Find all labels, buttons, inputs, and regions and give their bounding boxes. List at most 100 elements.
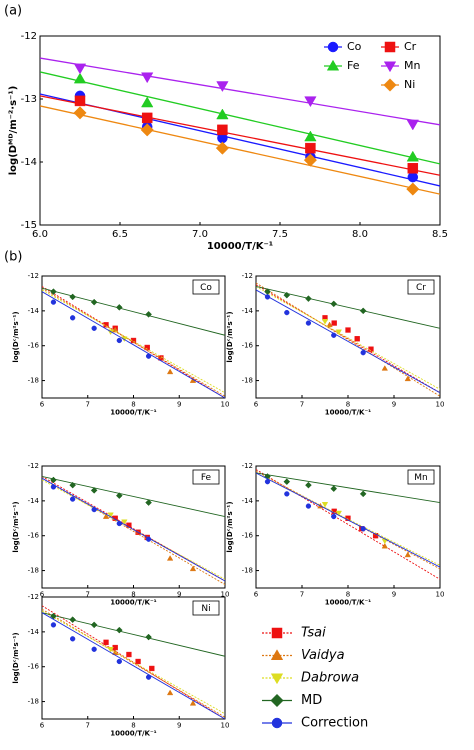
data-point (331, 320, 337, 326)
series (256, 472, 440, 568)
data-point (70, 636, 76, 642)
series (40, 90, 440, 187)
data-point (145, 353, 152, 359)
x-tick-label: 9 (177, 590, 181, 598)
data-point (116, 520, 122, 527)
data-point (141, 72, 154, 84)
fit-line (42, 477, 225, 585)
data-point (335, 510, 342, 517)
data-point (74, 95, 86, 107)
data-point (321, 319, 329, 325)
x-tick-label: 8 (131, 721, 135, 729)
legend-marker (270, 673, 284, 685)
legend-label: Fe (347, 59, 360, 72)
x-tick-label: 8 (346, 400, 350, 408)
y-tick-label: -14 (21, 157, 37, 168)
data-point (73, 106, 87, 120)
y-tick-label: -14 (242, 307, 254, 315)
panel-tag-box (192, 279, 220, 295)
data-point (107, 646, 114, 653)
data-point (166, 689, 174, 696)
x-axis-label: 10000/T/K⁻¹ (325, 409, 371, 417)
x-tick-label: 7 (300, 590, 304, 598)
data-point (116, 658, 122, 665)
x-axis-label: 10000/T/K⁻¹ (325, 599, 371, 607)
data-point (331, 332, 337, 338)
data-point (406, 182, 420, 196)
fit-line (42, 612, 225, 719)
y-tick-label: -12 (21, 31, 37, 42)
series (42, 610, 225, 715)
x-tick-label: 9 (177, 400, 181, 408)
legend-label: Mn (404, 59, 420, 72)
x-tick-label: 7 (86, 590, 90, 598)
fit-line (256, 472, 440, 568)
series (42, 287, 225, 397)
data-point (145, 674, 152, 680)
data-point (359, 307, 367, 315)
x-tick-label: 10 (221, 721, 230, 729)
x-axis-label: 10000/T/K⁻¹ (110, 409, 156, 417)
data-point (107, 512, 114, 519)
fit-line (256, 282, 440, 397)
y-tick-label: -12 (28, 593, 39, 601)
x-tick-label: 8 (131, 590, 135, 598)
series (42, 287, 225, 336)
x-tick-label: 7 (86, 721, 90, 729)
panel-label: (a) (4, 4, 22, 19)
data-point (70, 496, 76, 502)
data-point (115, 626, 123, 634)
series (40, 57, 440, 131)
data-point (217, 124, 228, 136)
series (42, 612, 225, 719)
y-tick-label: -16 (242, 342, 254, 350)
x-axis-label: 10000/T/K⁻¹ (110, 730, 156, 738)
x-tick-label: 6 (254, 590, 259, 598)
data-point (189, 565, 197, 572)
fit-line (40, 71, 440, 165)
data-point (166, 368, 174, 375)
data-point (166, 555, 174, 561)
data-point (331, 513, 337, 520)
series (256, 282, 440, 397)
series (256, 284, 440, 394)
legend-label: Ni (404, 78, 415, 91)
fit-line (256, 469, 440, 580)
data-point (145, 499, 152, 506)
data-point (381, 542, 388, 549)
y-tick-label: -13 (21, 94, 37, 105)
fit-line (42, 608, 225, 718)
y-axis-label: log(Dᶜ/m²s⁻¹) (12, 632, 20, 683)
series (42, 291, 225, 398)
x-tick-label: 6 (40, 400, 45, 408)
fit-line (42, 477, 225, 582)
data-point (73, 72, 87, 84)
data-point (69, 481, 77, 489)
data-point (321, 502, 329, 508)
y-tick-label: -16 (242, 532, 254, 540)
data-point (216, 108, 229, 120)
data-point (50, 299, 57, 305)
panel-label: (b) (4, 250, 22, 265)
data-point (145, 536, 152, 542)
series (42, 477, 225, 585)
x-tick-label: 7 (300, 400, 304, 408)
data-point (407, 171, 419, 183)
fit-line (42, 291, 225, 398)
data-point (264, 294, 271, 300)
data-point (359, 490, 367, 498)
data-point (115, 492, 123, 499)
data-point (284, 309, 290, 316)
data-point (102, 513, 110, 519)
x-tick-label: 7.5 (272, 229, 288, 240)
data-point (91, 325, 97, 331)
x-tick-label: 10 (436, 400, 445, 408)
series (42, 477, 225, 582)
series (42, 605, 225, 719)
x-tick-label: 10 (436, 590, 445, 598)
legend-label: MD (301, 693, 322, 708)
data-point (305, 481, 312, 489)
legend-label: Vaidya (301, 648, 345, 663)
panel-tag-box (192, 600, 220, 616)
x-tick-label: 6 (40, 590, 45, 598)
